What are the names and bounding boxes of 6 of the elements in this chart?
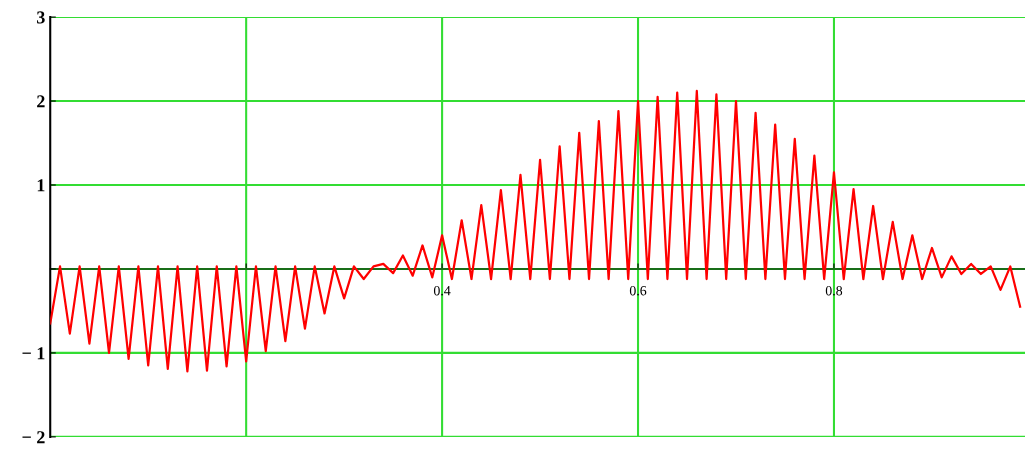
y-tick-label: 3 xyxy=(37,11,45,24)
line-series xyxy=(50,89,1022,373)
y-tick-label: 1 xyxy=(37,179,45,192)
y-tick-label: − 2 xyxy=(22,431,45,444)
y-tick-label: − 1 xyxy=(22,347,45,360)
y-tick-label: 2 xyxy=(37,95,45,108)
